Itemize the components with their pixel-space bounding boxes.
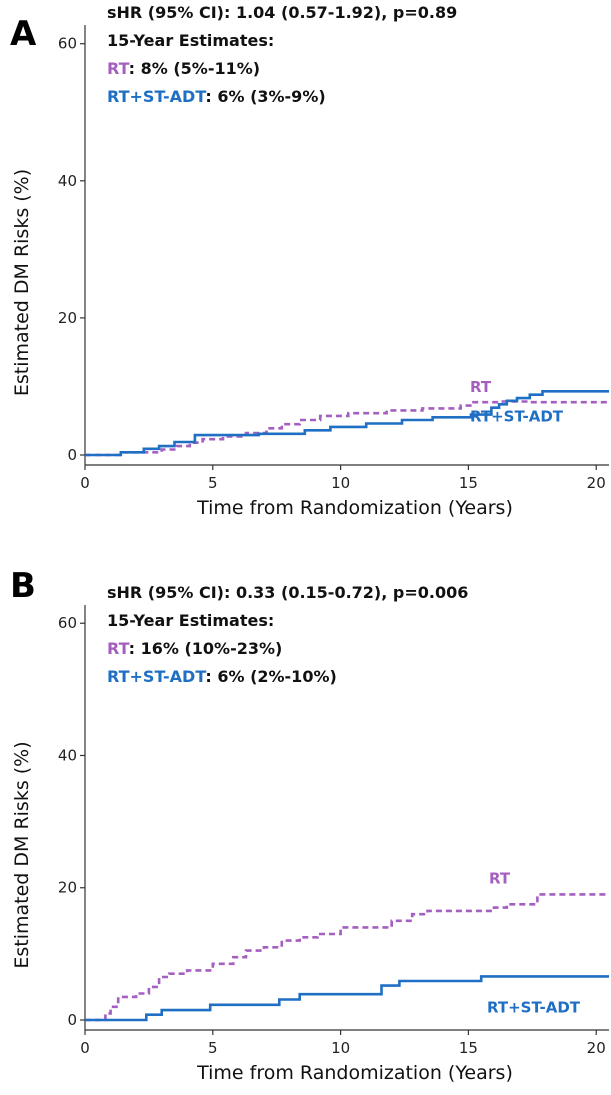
y-axis-title: Estimated DM Risks (%) [11,741,33,968]
x-tick-label: 15 [459,474,478,492]
y-tick-label: 40 [58,746,77,764]
x-tick-label: 10 [331,1039,350,1057]
x-tick-label: 5 [208,474,218,492]
series-rt-curve [85,893,609,1022]
series-rt-st-adt-curve [85,975,609,1022]
y-tick-label: 60 [58,35,77,53]
rt-estimate: RT: 16% (10%-23%) [107,639,282,658]
y-tick-label: 0 [67,1011,77,1029]
rt-estimate-value: : 16% (10%-23%) [129,639,283,658]
panel-a: A 0 20 40 60 0 5 10 15 20 Time from Randomization … [10,3,609,519]
rt-estimate-name: RT [107,639,130,658]
y-tick-label: 20 [58,879,77,897]
x-tick-label: 0 [80,1039,90,1057]
y-tick-label: 40 [58,172,77,190]
x-tick-label: 0 [80,474,90,492]
series-rt-st-adt-curve [85,390,609,457]
hazard-ratio-text: sHR (95% CI): 0.33 (0.15-0.72), p=0.006 [107,583,468,602]
x-tick-label: 20 [587,1039,606,1057]
x-tick-label: 15 [459,1039,478,1057]
adt-estimate: RT+ST-ADT: 6% (2%-10%) [107,667,337,686]
x-tick-label: 10 [331,474,350,492]
rt-st-adt-curve-label: RT+ST-ADT [470,407,564,425]
adt-estimate-name: RT+ST-ADT [107,87,206,106]
adt-estimate-value: : 6% (2%-10%) [205,667,336,686]
hazard-ratio-text: sHR (95% CI): 1.04 (0.57-1.92), p=0.89 [107,3,457,22]
estimates-heading: 15-Year Estimates: [107,611,274,630]
rt-curve-label: RT [470,378,492,396]
rt-estimate-value: : 8% (5%-11%) [129,59,260,78]
y-tick-label: 20 [58,309,77,327]
y-tick-label: 0 [67,446,77,464]
x-tick-label: 5 [208,1039,218,1057]
x-axis-title: Time from Randomization (Years) [196,497,513,519]
series-rt-curve [85,400,609,457]
y-tick-label: 60 [58,614,77,632]
x-tick-label: 20 [587,474,606,492]
rt-curve-label: RT [489,869,511,887]
rt-estimate: RT: 8% (5%-11%) [107,59,260,78]
y-axis-title: Estimated DM Risks (%) [11,169,33,396]
adt-estimate-value: : 6% (3%-9%) [205,87,325,106]
adt-estimate: RT+ST-ADT: 6% (3%-9%) [107,87,326,106]
x-axis-title: Time from Randomization (Years) [196,1062,513,1084]
panel-label: A [10,14,37,54]
panel-b: B 0 20 40 60 0 5 10 15 20 Time from Randomization … [10,566,609,1084]
panel-label: B [10,566,36,606]
adt-estimate-name: RT+ST-ADT [107,667,206,686]
rt-st-adt-curve-label: RT+ST-ADT [487,998,581,1016]
estimates-heading: 15-Year Estimates: [107,31,274,50]
rt-estimate-name: RT [107,59,130,78]
